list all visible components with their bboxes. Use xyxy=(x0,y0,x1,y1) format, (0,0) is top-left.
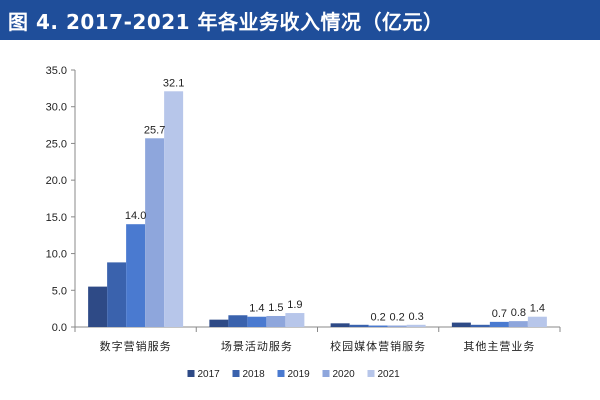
chart-title: 图 4. 2017-2021 年各业务收入情况（亿元） xyxy=(8,10,444,34)
legend-swatch-2019 xyxy=(277,370,285,377)
y-tick-label: 35.0 xyxy=(46,65,67,77)
bar-2018-1 xyxy=(228,315,248,327)
bar-2017-1 xyxy=(209,319,229,327)
bar-2017-3 xyxy=(451,322,471,327)
legend-swatch-2020 xyxy=(322,370,330,377)
data-label: 0.2 xyxy=(389,312,404,324)
data-label: 25.7 xyxy=(144,124,165,136)
legend-label-2019: 2019 xyxy=(288,369,311,380)
category-label: 其他主营业务 xyxy=(463,339,535,353)
bar-2021-3 xyxy=(527,316,547,327)
category-label: 数字营销服务 xyxy=(100,339,172,353)
bar-2021-1 xyxy=(285,313,305,327)
data-label: 0.7 xyxy=(492,308,507,320)
y-tick-label: 15.0 xyxy=(46,212,67,224)
bar-2018-3 xyxy=(470,324,490,327)
category-label: 校园媒体营销服务 xyxy=(330,339,426,353)
bar-2021-2 xyxy=(406,324,426,327)
data-label: 0.3 xyxy=(408,311,423,323)
legend-label-2017: 2017 xyxy=(198,369,221,380)
y-tick-label: 0.0 xyxy=(52,322,67,334)
legend-label-2021: 2021 xyxy=(378,369,401,380)
y-tick-label: 20.0 xyxy=(46,175,67,187)
data-label: 1.5 xyxy=(268,302,283,314)
bar-2017-2 xyxy=(330,323,350,327)
data-label: 1.9 xyxy=(287,299,302,311)
y-tick-label: 5.0 xyxy=(52,285,67,297)
bar-2018-2 xyxy=(349,324,369,327)
category-label: 场景活动服务 xyxy=(221,339,293,353)
bar-2017-0 xyxy=(88,286,108,327)
y-tick-label: 10.0 xyxy=(46,249,67,261)
bar-2019-0 xyxy=(126,224,146,327)
legend-swatch-2018 xyxy=(232,370,240,377)
legend-swatch-2021 xyxy=(367,370,375,377)
bar-2019-3 xyxy=(489,321,509,327)
data-label: 0.8 xyxy=(511,307,526,319)
bar-2018-0 xyxy=(107,262,127,327)
data-label: 1.4 xyxy=(530,303,545,315)
data-label: 14.0 xyxy=(125,210,146,222)
bar-2020-0 xyxy=(145,138,165,327)
legend-label-2020: 2020 xyxy=(333,369,356,380)
bar-2019-2 xyxy=(368,325,388,327)
bar-2020-1 xyxy=(266,315,286,327)
legend-swatch-2017 xyxy=(187,370,195,377)
data-label: 32.1 xyxy=(163,77,184,89)
legend-label-2018: 2018 xyxy=(243,369,266,380)
bar-2019-1 xyxy=(247,316,267,327)
data-label: 1.4 xyxy=(249,303,264,315)
data-label: 0.2 xyxy=(370,312,385,324)
y-tick-label: 30.0 xyxy=(46,102,67,114)
bar-2021-0 xyxy=(164,91,184,328)
y-tick-label: 25.0 xyxy=(46,138,67,150)
bar-2020-3 xyxy=(508,321,528,327)
bar-2020-2 xyxy=(387,325,407,327)
title-bar: 图 4. 2017-2021 年各业务收入情况（亿元） xyxy=(0,0,600,40)
